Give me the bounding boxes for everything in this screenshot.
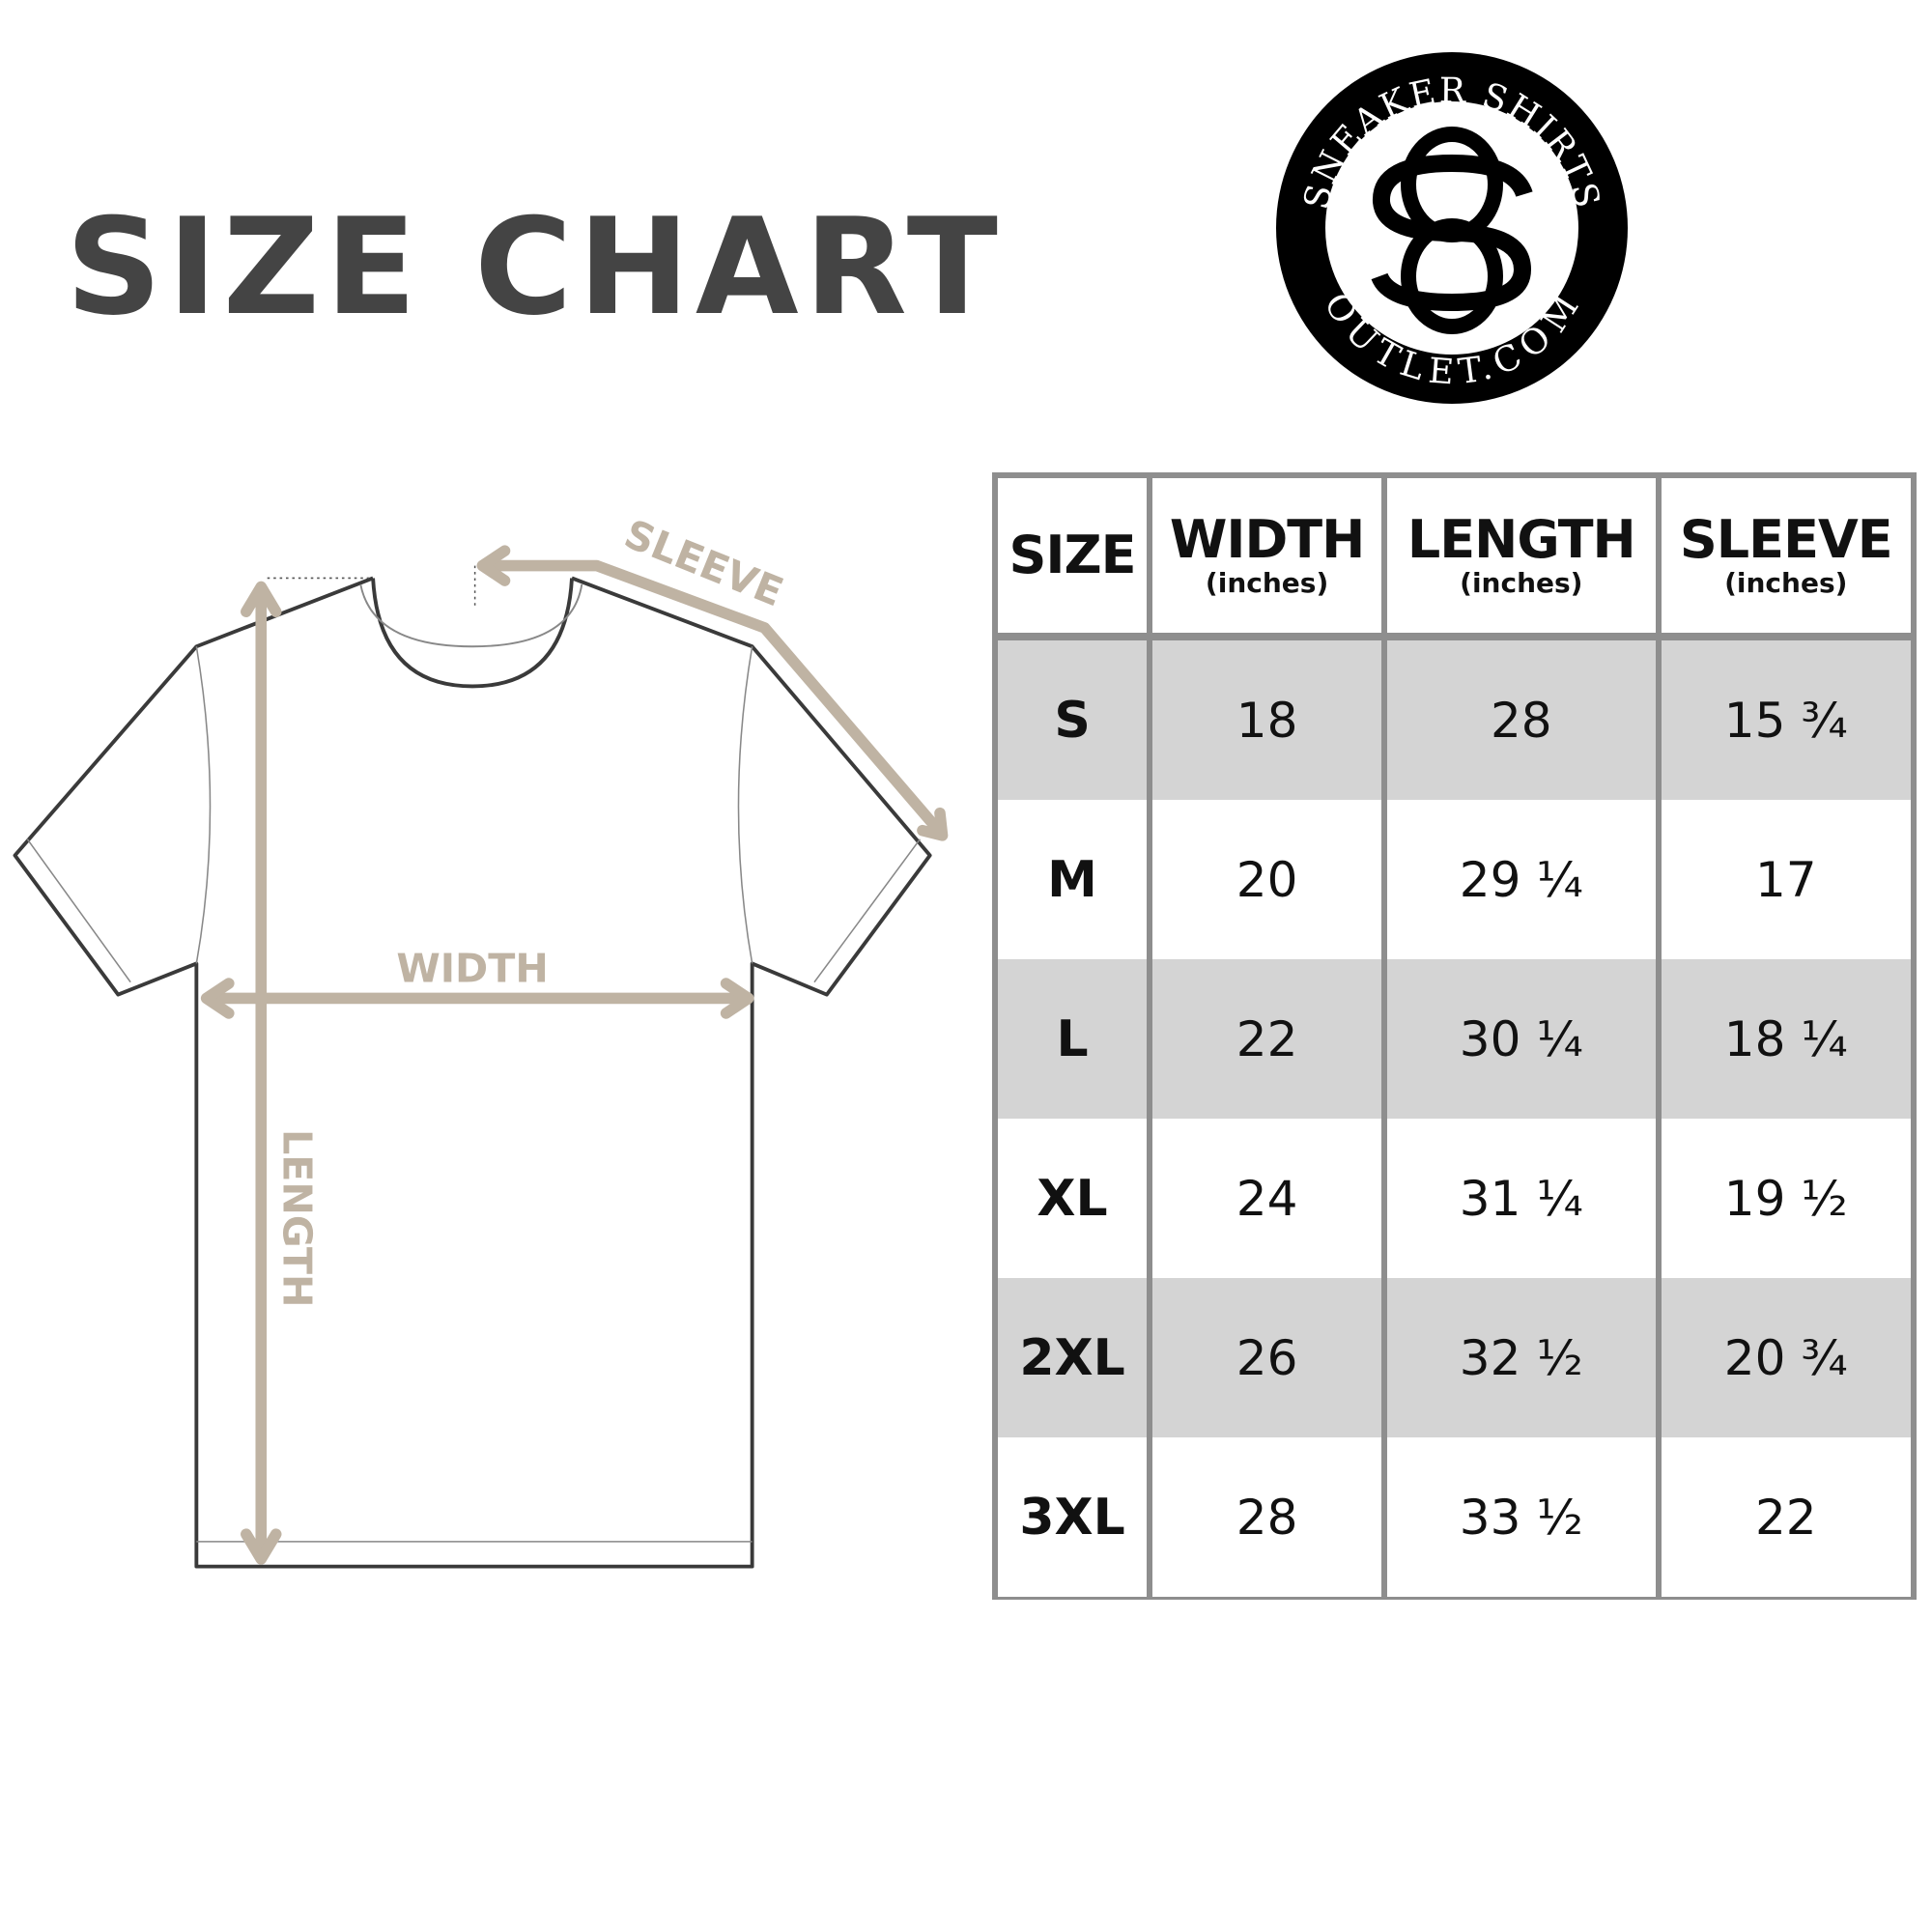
collar-outer: [371, 578, 574, 689]
table-row: M 20 29 ¼ 17: [998, 800, 1911, 959]
sleeve-cell: 22: [1661, 1437, 1911, 1597]
monogram-icon: [1371, 127, 1533, 334]
size-cell: XL: [998, 1119, 1148, 1278]
sleeve-cell: 18 ¼: [1661, 959, 1911, 1119]
page-title: SIZE CHART: [66, 189, 1004, 345]
collar-inner: [359, 583, 583, 648]
shirt-outline: [13, 576, 932, 1569]
length-cell: 30 ¼: [1387, 959, 1656, 1119]
length-cell: 29 ¼: [1387, 800, 1656, 959]
length-cell: 32 ½: [1387, 1278, 1656, 1437]
width-cell: 28: [1152, 1437, 1382, 1597]
brand-logo: SNEAKER SHIRTS OUTLET.COM: [1276, 52, 1628, 404]
table-row: L 22 30 ¼ 18 ¼: [998, 959, 1911, 1119]
header-sleeve: SLEEVE (inches): [1661, 478, 1911, 640]
width-cell: 18: [1152, 640, 1382, 800]
width-cell: 26: [1152, 1278, 1382, 1437]
length-cell: 31 ¼: [1387, 1119, 1656, 1278]
table-row: 2XL 26 32 ½ 20 ¾: [998, 1278, 1911, 1437]
size-cell: S: [998, 640, 1148, 800]
width-cell: 20: [1152, 800, 1382, 959]
sleeve-cell: 20 ¾: [1661, 1278, 1911, 1437]
table-header-row: SIZE WIDTH (inches) LENGTH (inches) SLEEVE…: [998, 478, 1911, 640]
size-cell: 2XL: [998, 1278, 1148, 1437]
length-cell: 33 ½: [1387, 1437, 1656, 1597]
width-label: WIDTH: [396, 946, 548, 992]
header-size: SIZE: [998, 478, 1148, 640]
header-width: WIDTH (inches): [1152, 478, 1382, 640]
size-cell: M: [998, 800, 1148, 959]
table-row: S 18 28 15 ¾: [998, 640, 1911, 800]
length-cell: 28: [1387, 640, 1656, 800]
sleeve-cell: 17: [1661, 800, 1911, 959]
table-row: XL 24 31 ¼ 19 ½: [998, 1119, 1911, 1278]
length-label: LENGTH: [273, 1129, 320, 1307]
sleeve-arrow: [481, 559, 945, 837]
header-length: LENGTH (inches): [1387, 478, 1656, 640]
width-cell: 24: [1152, 1119, 1382, 1278]
sleeve-cell: 15 ¾: [1661, 640, 1911, 800]
size-table: SIZE WIDTH (inches) LENGTH (inches) SLEEVE…: [992, 472, 1917, 1600]
table-row: 3XL 28 33 ½ 22: [998, 1437, 1911, 1597]
sleeve-cell: 19 ½: [1661, 1119, 1911, 1278]
size-cell: L: [998, 959, 1148, 1119]
width-cell: 22: [1152, 959, 1382, 1119]
size-cell: 3XL: [998, 1437, 1148, 1597]
